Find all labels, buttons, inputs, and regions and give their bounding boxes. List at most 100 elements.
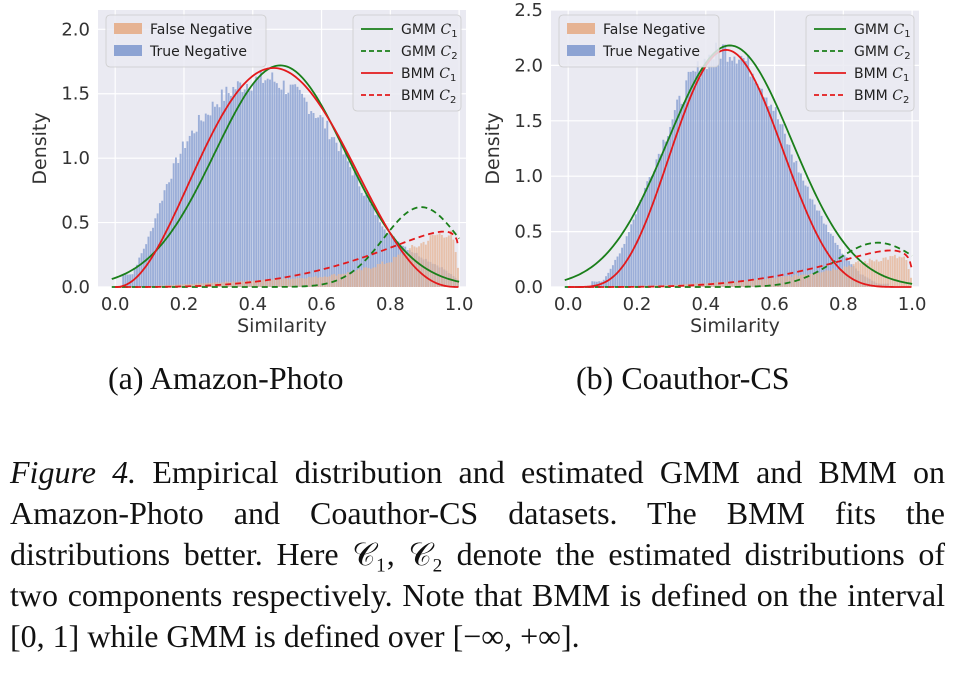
bar-true-negative	[671, 119, 674, 287]
bar-true-negative	[767, 106, 770, 287]
x-axis-label: Similarity	[690, 315, 780, 337]
bar-false-negative	[445, 237, 448, 287]
bar-true-negative	[275, 83, 278, 288]
bar-true-negative	[683, 102, 685, 287]
bar-true-negative	[177, 163, 180, 287]
bar-false-negative	[623, 286, 626, 287]
bar-true-negative	[211, 101, 214, 287]
bar-false-negative	[905, 260, 908, 287]
bar-false-negative	[285, 278, 287, 287]
curve-bmm-c2	[568, 249, 913, 288]
bar-false-negative	[298, 277, 301, 287]
bar-true-negative	[614, 259, 617, 287]
figure-caption: Figure 4. Empirical distribution and est…	[10, 452, 945, 657]
bar-false-negative	[793, 274, 795, 287]
bar-true-negative	[321, 117, 324, 287]
bar-false-negative	[342, 273, 345, 287]
bar-false-negative	[243, 281, 246, 287]
bar-true-negative	[646, 181, 649, 287]
bar-false-negative	[262, 279, 265, 287]
bar-true-negative	[678, 95, 681, 288]
bar-false-negative	[170, 285, 173, 287]
figure-canvas: 0.0 0.2 0.4 0.6 0.8 1.0 0.0 0.5 1.0 1.5 2.0 Similar…	[29, 0, 926, 337]
bar-true-negative	[365, 194, 368, 287]
bar-false-negative	[722, 282, 724, 287]
bar-true-negative	[232, 86, 235, 287]
y-tick-label: 0.5	[514, 222, 543, 243]
bar-true-negative	[330, 137, 333, 287]
bar-false-negative	[282, 278, 285, 287]
bar-true-negative	[305, 101, 308, 287]
bar-false-negative	[744, 280, 747, 287]
bar-true-negative	[802, 180, 805, 287]
bar-false-negative	[802, 274, 805, 287]
bar-true-negative	[179, 153, 182, 287]
bar-false-negative	[374, 267, 377, 287]
bar-false-negative	[852, 263, 855, 287]
bar-true-negative	[747, 54, 750, 287]
bar-true-negative	[349, 167, 352, 287]
y-tick-label: 0.5	[61, 213, 90, 234]
bar-false-negative	[705, 283, 708, 287]
bar-true-negative	[689, 71, 692, 288]
legend-label-subscript: 2	[450, 95, 456, 106]
bar-false-negative	[326, 276, 329, 287]
legend-label-bmm-c2: BMM C2	[854, 88, 909, 106]
bar-false-negative	[434, 235, 436, 287]
bar-true-negative	[751, 73, 754, 288]
legend-label-main: BMM	[854, 88, 892, 104]
bar-true-negative	[246, 84, 248, 287]
legend-label-main: GMM	[401, 22, 440, 38]
bar-false-negative	[873, 261, 876, 287]
legend-label-false-negative: False Negative	[150, 22, 252, 38]
bar-false-negative	[896, 258, 899, 287]
bar-false-negative	[822, 271, 825, 287]
bar-false-negative	[269, 279, 271, 287]
legend-label-symbol: C	[439, 66, 450, 82]
bar-false-negative	[797, 275, 800, 287]
legend-swatch-false-negative	[114, 23, 142, 34]
bar-true-negative	[314, 118, 317, 287]
bar-false-negative	[395, 257, 398, 287]
caption-text: Empirical distribution and estimated GMM…	[10, 454, 946, 654]
chart-panel-a: 0.0 0.2 0.4 0.6 0.8 1.0 0.0 0.5 1.0 1.5 2.0 Similar…	[29, 10, 473, 337]
bar-true-negative	[152, 227, 154, 287]
bar-false-negative	[438, 233, 441, 287]
bar-false-negative	[884, 257, 887, 287]
bar-false-negative	[696, 283, 699, 287]
bar-true-negative	[163, 190, 166, 287]
bar-true-negative	[637, 206, 640, 287]
bar-true-negative	[303, 97, 306, 288]
bar-true-negative	[726, 61, 729, 287]
curve-gmm-c2	[564, 241, 913, 288]
bar-true-negative	[271, 72, 274, 287]
bar-true-negative	[804, 185, 807, 287]
bar-true-negative	[653, 171, 656, 287]
bar-false-negative	[845, 266, 848, 287]
bar-true-negative	[310, 111, 313, 288]
bar-false-negative	[266, 279, 269, 287]
bar-true-negative	[710, 59, 713, 288]
bar-false-negative	[811, 273, 814, 287]
legend-box	[352, 14, 462, 112]
bar-true-negative	[811, 199, 814, 287]
bar-true-negative	[777, 119, 779, 287]
bar-true-negative	[124, 274, 127, 287]
bar-true-negative	[243, 89, 246, 287]
bar-false-negative	[287, 279, 290, 287]
bar-true-negative	[250, 90, 253, 287]
bar-false-negative	[816, 273, 818, 287]
bar-true-negative	[129, 274, 132, 287]
bar-false-negative	[367, 268, 370, 287]
bar-true-negative	[770, 104, 773, 287]
bar-false-negative	[264, 280, 267, 287]
bar-false-negative	[278, 279, 281, 287]
bar-true-negative	[374, 215, 377, 287]
bar-true-negative	[358, 186, 361, 287]
legend-box	[558, 14, 720, 68]
bar-true-negative	[319, 115, 322, 287]
bar-false-negative	[191, 284, 193, 287]
bar-true-negative	[657, 153, 660, 287]
bar-false-negative	[223, 282, 226, 287]
y-tick-label: 0.0	[514, 277, 543, 298]
